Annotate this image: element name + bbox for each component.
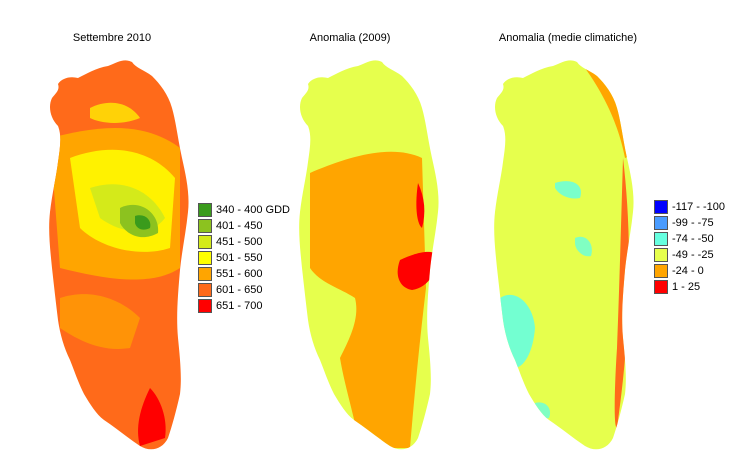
legend-swatch bbox=[654, 248, 668, 262]
legend-item: 601 - 650 bbox=[198, 282, 290, 298]
panel-2-map bbox=[299, 60, 439, 450]
legend-swatch bbox=[654, 200, 668, 214]
legend-label: 551 - 600 bbox=[216, 268, 263, 280]
legend-label: 451 - 500 bbox=[216, 236, 263, 248]
panel-1-map bbox=[49, 60, 189, 450]
legend-item: 1 - 25 bbox=[654, 279, 725, 295]
panel-2-title: Anomalia (2009) bbox=[309, 32, 391, 44]
legend-label: -117 - -100 bbox=[672, 201, 725, 213]
legend-swatch bbox=[198, 299, 212, 313]
legend-item: 651 - 700 bbox=[198, 298, 290, 314]
legend-item: 340 - 400 GDD bbox=[198, 202, 290, 218]
legend-item: -49 - -25 bbox=[654, 247, 725, 263]
legend-label: 501 - 550 bbox=[216, 252, 263, 264]
legend-swatch bbox=[198, 219, 212, 233]
panel-3-title: Anomalia (medie climatiche) bbox=[498, 32, 638, 44]
legend-item: 401 - 450 bbox=[198, 218, 290, 234]
legend-swatch bbox=[654, 232, 668, 246]
legend-swatch bbox=[198, 203, 212, 217]
legend-label: -74 - -50 bbox=[672, 233, 714, 245]
legend-label: 340 - 400 GDD bbox=[216, 204, 290, 216]
legend-label: 651 - 700 bbox=[216, 300, 263, 312]
legend-item: 551 - 600 bbox=[198, 266, 290, 282]
legend-label: 601 - 650 bbox=[216, 284, 263, 296]
legend-swatch bbox=[654, 216, 668, 230]
legend-label: 1 - 25 bbox=[672, 281, 701, 293]
legend-label: 401 - 450 bbox=[216, 220, 263, 232]
legend-swatch bbox=[198, 235, 212, 249]
panel-1-legend: 340 - 400 GDD 401 - 450 451 - 500 501 - … bbox=[198, 202, 290, 314]
legend-swatch bbox=[198, 267, 212, 281]
legend-swatch bbox=[654, 264, 668, 278]
panel-3-legend: -117 - -100 -99 - -75 -74 - -50 -49 - -2… bbox=[654, 199, 725, 295]
legend-label: -24 - 0 bbox=[672, 265, 704, 277]
panel-1-title: Settembre 2010 bbox=[72, 32, 152, 44]
legend-item: -74 - -50 bbox=[654, 231, 725, 247]
legend-swatch bbox=[654, 280, 668, 294]
legend-swatch bbox=[198, 251, 212, 265]
legend-item: 451 - 500 bbox=[198, 234, 290, 250]
panel-3-map bbox=[494, 60, 634, 450]
legend-label: -49 - -25 bbox=[672, 249, 714, 261]
legend-swatch bbox=[198, 283, 212, 297]
legend-item: -99 - -75 bbox=[654, 215, 725, 231]
legend-item: 501 - 550 bbox=[198, 250, 290, 266]
legend-item: -24 - 0 bbox=[654, 263, 725, 279]
legend-label: -99 - -75 bbox=[672, 217, 714, 229]
legend-item: -117 - -100 bbox=[654, 199, 725, 215]
